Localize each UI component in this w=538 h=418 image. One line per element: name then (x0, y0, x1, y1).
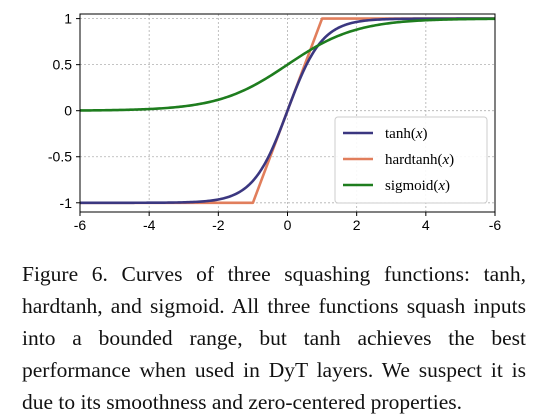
x-tick-label: 2 (353, 217, 361, 233)
curves (79, 17, 496, 205)
x-tick-label: -4 (143, 217, 156, 233)
x-tick-label: -6 (489, 217, 502, 233)
y-tick-label: 0 (64, 103, 72, 119)
y-tick-label: -1 (60, 195, 73, 211)
sigmoid-curve (79, 17, 496, 112)
figure-caption: Figure 6. Curves of three squashing func… (22, 262, 526, 414)
x-tick-label: 4 (422, 217, 430, 233)
x-tick-label: 0 (284, 217, 292, 233)
legend-box (334, 116, 488, 204)
tanh-curve (80, 17, 495, 205)
x-axis-ticks: -6 -4 -2 0 2 4 -6 (74, 212, 502, 233)
function-curves-chart: -6 -4 -2 0 2 4 -6 1 0.5 0 -0.5 -1 tanh(x) hardtanh(… (48, 11, 502, 233)
y-tick-label: 0.5 (53, 57, 73, 73)
legend-label-tanh: tanh(x) (385, 126, 428, 142)
legend-label-sigmoid: sigmoid(x) (385, 178, 450, 194)
y-axis-ticks: 1 0.5 0 -0.5 -1 (48, 11, 80, 211)
x-tick-label: -2 (212, 217, 225, 233)
y-tick-label: -0.5 (48, 149, 72, 165)
y-tick-label: 1 (64, 11, 72, 27)
legend-label-hardtanh: hardtanh(x) (385, 152, 454, 168)
legend: tanh(x) hardtanh(x) sigmoid(x) (334, 116, 488, 204)
x-tick-label: -6 (74, 217, 87, 233)
